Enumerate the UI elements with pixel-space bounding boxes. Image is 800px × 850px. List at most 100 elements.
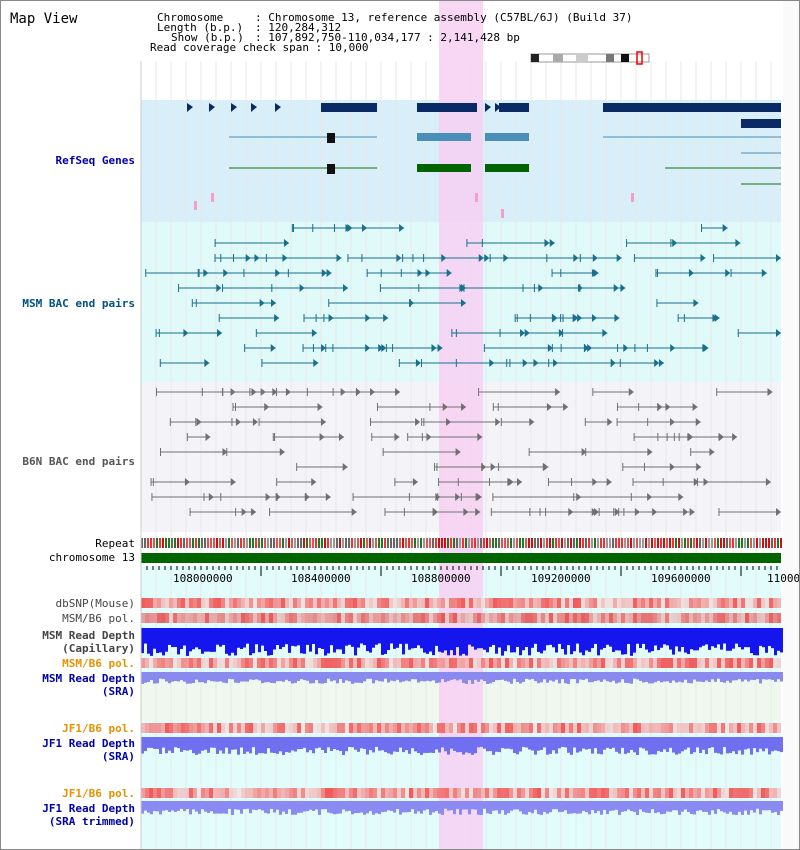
heat-cell (301, 598, 305, 608)
depth-bar (687, 628, 690, 655)
track-label-jf1-depth-trimmed[interactable]: JF1 Read Depth (SRA trimmed) (42, 802, 135, 828)
repeat-mark (726, 538, 728, 548)
depth-bar (576, 801, 579, 814)
heat-cell (213, 613, 217, 623)
repeat-mark (414, 538, 416, 548)
depth-bar (549, 801, 552, 813)
depth-bar (594, 672, 597, 682)
track-label-jf1-pol-2[interactable]: JF1/B6 pol. (62, 787, 135, 800)
repeat-mark (717, 538, 719, 548)
heat-cell (385, 613, 389, 623)
heat-cell (673, 788, 677, 798)
depth-bar (714, 737, 717, 753)
heat-cell (257, 788, 261, 798)
depth-bar (399, 628, 402, 644)
depth-bar (327, 672, 330, 679)
track-label-repeat[interactable]: Repeat (95, 537, 135, 550)
heat-cell (453, 723, 457, 733)
depth-bar (264, 628, 267, 651)
depth-bar (249, 628, 252, 656)
heat-cell (513, 613, 517, 623)
depth-bar (345, 801, 348, 812)
track-label-msm-depth-capillary[interactable]: MSM Read Depth (Capillary) (42, 629, 135, 655)
depth-bar (486, 672, 489, 684)
track-label-msm-bac[interactable]: MSM BAC end pairs (22, 297, 135, 310)
track-label-msm-pol-1[interactable]: MSM/B6 pol. (62, 612, 135, 625)
depth-bar (489, 801, 492, 814)
repeat-mark (315, 538, 317, 548)
heat-cell (573, 613, 577, 623)
heat-cell (269, 598, 273, 608)
heat-cell (757, 723, 761, 733)
track-label-jf1-depth-sra[interactable]: JF1 Read Depth (SRA) (42, 737, 135, 763)
depth-bar (654, 672, 657, 683)
depth-bar (456, 801, 459, 809)
heat-cell (201, 723, 205, 733)
gene-exon (327, 164, 335, 174)
track-label-b6n-bac[interactable]: B6N BAC end pairs (22, 455, 135, 468)
depth-bar (147, 737, 150, 748)
track-label-msm-depth-sra[interactable]: MSM Read Depth (SRA) (42, 672, 135, 698)
depth-bar (429, 628, 432, 652)
depth-bar (255, 672, 258, 680)
depth-bar (327, 628, 330, 654)
heat-cell (517, 788, 521, 798)
depth-bar (699, 737, 702, 754)
depth-bar (567, 801, 570, 814)
heat-cell (345, 613, 349, 623)
heat-cell (425, 788, 429, 798)
depth-bar (288, 801, 291, 810)
axis-tick-label: 108000000 (173, 572, 233, 585)
gene-block (603, 103, 781, 112)
depth-bar (411, 801, 414, 810)
heat-cell (341, 788, 345, 798)
heat-cell (461, 723, 465, 733)
heat-cell (397, 613, 401, 623)
bac-end (549, 239, 555, 247)
depth-bar (351, 672, 354, 684)
track-label-dbsnp[interactable]: dbSNP(Mouse) (55, 597, 135, 610)
repeat-mark (513, 538, 515, 548)
track-label-jf1-pol-1[interactable]: JF1/B6 pol. (62, 722, 135, 735)
depth-bar (501, 628, 504, 656)
heat-cell (625, 613, 629, 623)
heat-cell (545, 598, 549, 608)
heat-cell (753, 723, 757, 733)
bac-end (507, 478, 513, 486)
depth-bar (633, 801, 636, 812)
depth-bar (765, 628, 768, 653)
depth-bar (300, 672, 303, 680)
depth-bar (753, 672, 756, 681)
heat-cell (233, 788, 237, 798)
depth-bar (384, 801, 387, 812)
heat-cell (693, 788, 697, 798)
bac-end (477, 433, 483, 441)
bac-end (683, 508, 689, 516)
heat-cell (153, 598, 157, 608)
heat-cell (265, 613, 269, 623)
depth-bar (774, 672, 777, 682)
track-label-refseq[interactable]: RefSeq Genes (55, 154, 135, 167)
depth-bar (243, 672, 246, 682)
depth-bar (762, 672, 765, 680)
depth-bar (201, 672, 204, 683)
depth-bar (339, 672, 342, 680)
depth-bar (510, 672, 513, 684)
bac-end (275, 493, 281, 501)
depth-bar (621, 737, 624, 748)
depth-bar (267, 672, 270, 683)
heat-cell (713, 658, 717, 668)
repeat-mark (738, 538, 740, 548)
heat-cell (561, 723, 565, 733)
repeat-mark (144, 538, 146, 548)
track-label-msm-pol-2[interactable]: MSM/B6 pol. (62, 657, 135, 670)
depth-bar (585, 737, 588, 750)
heat-cell (505, 788, 509, 798)
bac-end (703, 344, 709, 352)
depth-bar (468, 737, 471, 754)
depth-bar (423, 737, 426, 753)
heat-cell (249, 788, 253, 798)
heat-cell (581, 613, 585, 623)
depth-bar (579, 801, 582, 814)
